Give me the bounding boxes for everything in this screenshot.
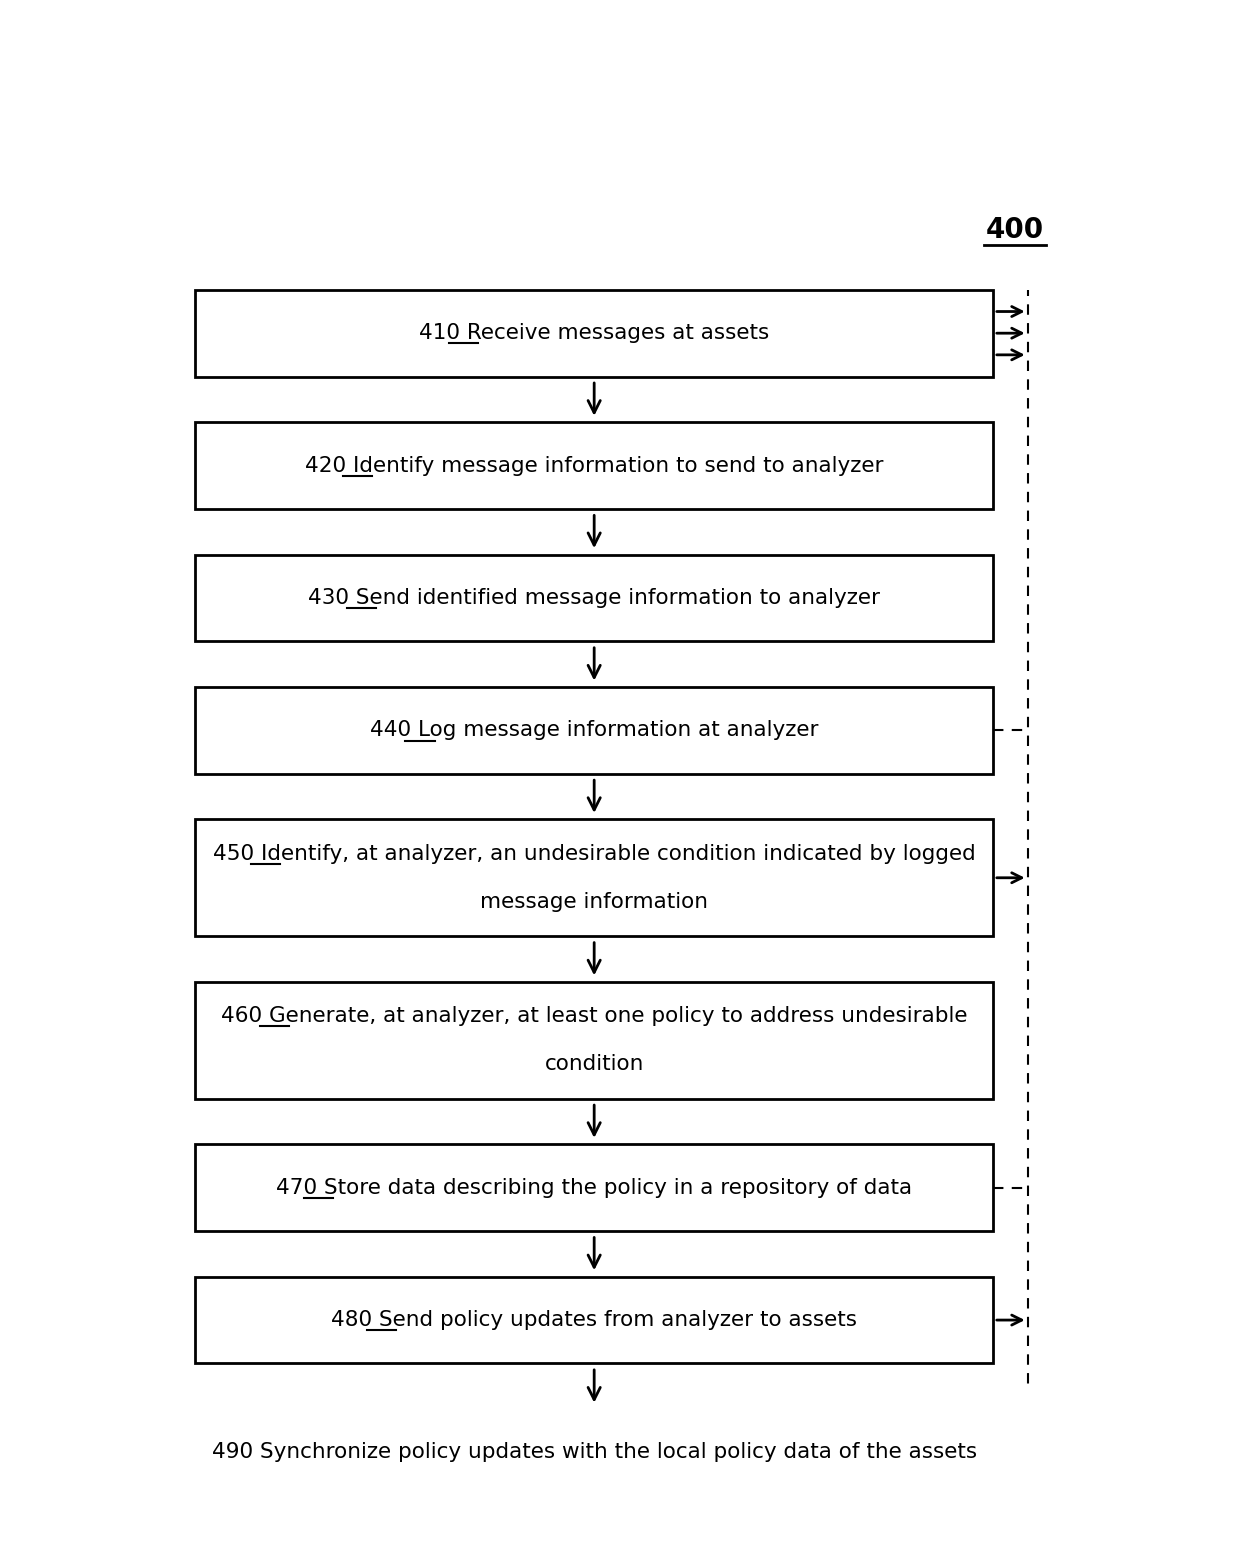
Text: 430 Send identified message information to analyzer: 430 Send identified message information …	[309, 588, 880, 608]
Bar	[196, 1144, 993, 1232]
Bar	[196, 1410, 993, 1496]
Bar	[196, 982, 993, 1099]
Bar	[196, 555, 993, 641]
Text: 400: 400	[986, 216, 1044, 244]
Text: 410 Receive messages at assets: 410 Receive messages at assets	[419, 324, 769, 344]
Text: condition: condition	[544, 1055, 644, 1074]
Text: 460 Generate, at analyzer, at least one policy to address undesirable: 460 Generate, at analyzer, at least one …	[221, 1007, 967, 1027]
Text: 440 Log message information at analyzer: 440 Log message information at analyzer	[370, 721, 818, 741]
Text: 480 Send policy updates from analyzer to assets: 480 Send policy updates from analyzer to…	[331, 1310, 857, 1330]
Text: 420 Identify message information to send to analyzer: 420 Identify message information to send…	[305, 455, 883, 475]
Text: message information: message information	[480, 892, 708, 911]
Bar	[196, 422, 993, 510]
Bar	[196, 688, 993, 774]
Bar	[196, 819, 993, 936]
Text: 470 Store data describing the policy in a repository of data: 470 Store data describing the policy in …	[277, 1177, 913, 1197]
Text: 450 Identify, at analyzer, an undesirable condition indicated by logged: 450 Identify, at analyzer, an undesirabl…	[213, 844, 976, 864]
Bar	[196, 289, 993, 377]
Bar	[196, 1277, 993, 1363]
Text: 490 Synchronize policy updates with the local policy data of the assets: 490 Synchronize policy updates with the …	[212, 1443, 977, 1463]
